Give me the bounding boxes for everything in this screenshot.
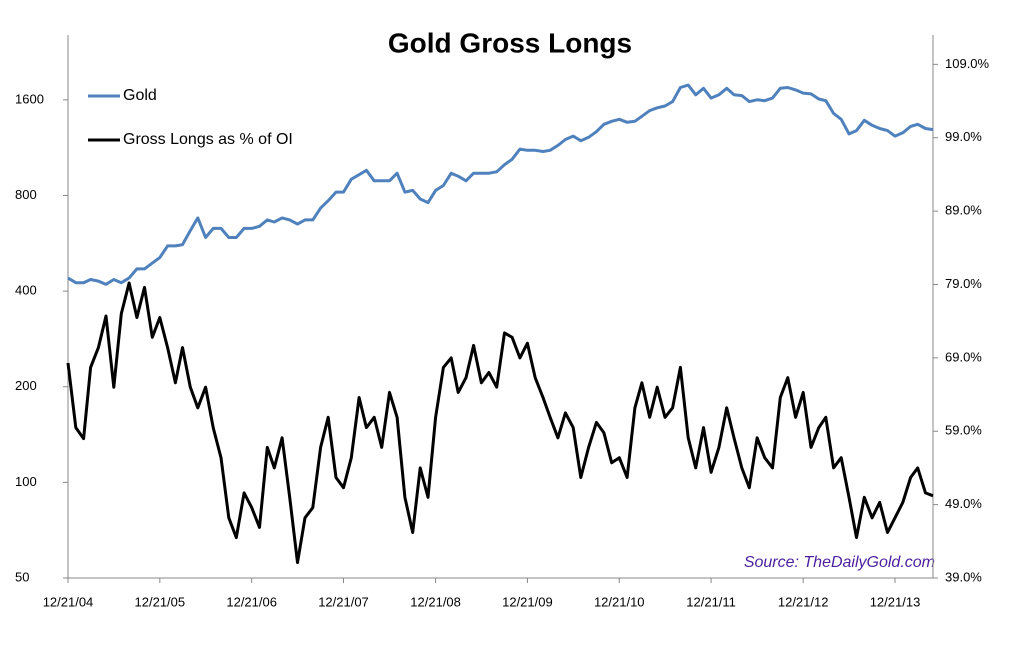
legend-label: Gold [123, 87, 157, 104]
x-tick-label: 12/21/13 [870, 594, 921, 609]
y2-tick-label: 79.0% [945, 276, 982, 291]
x-tick-label: 12/21/05 [135, 594, 186, 609]
x-tick-label: 12/21/04 [43, 594, 94, 609]
x-tick-label: 12/21/10 [594, 594, 645, 609]
series-line [66, 281, 934, 565]
y2-tick-label: 39.0% [945, 569, 982, 584]
y-tick-label: 800 [15, 187, 37, 202]
y2-tick-label: 109.0% [945, 56, 990, 71]
y-tick-label: 400 [15, 283, 37, 298]
y-tick-label: 200 [15, 378, 37, 393]
y2-tick-label: 59.0% [945, 423, 982, 438]
source-note: Source: TheDailyGold.com [744, 554, 935, 571]
y2-tick-label: 99.0% [945, 129, 982, 144]
series-line [67, 83, 934, 286]
y-tick-label: 1600 [15, 91, 44, 106]
x-tick-label: 12/21/12 [778, 594, 829, 609]
x-tick-label: 12/21/09 [502, 594, 553, 609]
y2-tick-label: 69.0% [945, 349, 982, 364]
x-tick-label: 12/21/06 [226, 594, 277, 609]
x-tick-label: 12/21/07 [318, 594, 369, 609]
x-tick-label: 12/21/11 [686, 594, 736, 609]
y-tick-label: 50 [15, 569, 29, 584]
chart-title: Gold Gross Longs [388, 27, 632, 58]
y2-tick-label: 49.0% [945, 496, 982, 511]
x-tick-label: 12/21/08 [410, 594, 461, 609]
y-tick-label: 100 [15, 474, 37, 489]
y2-tick-label: 89.0% [945, 203, 982, 218]
legend-label: Gross Longs as % of OI [123, 131, 293, 148]
